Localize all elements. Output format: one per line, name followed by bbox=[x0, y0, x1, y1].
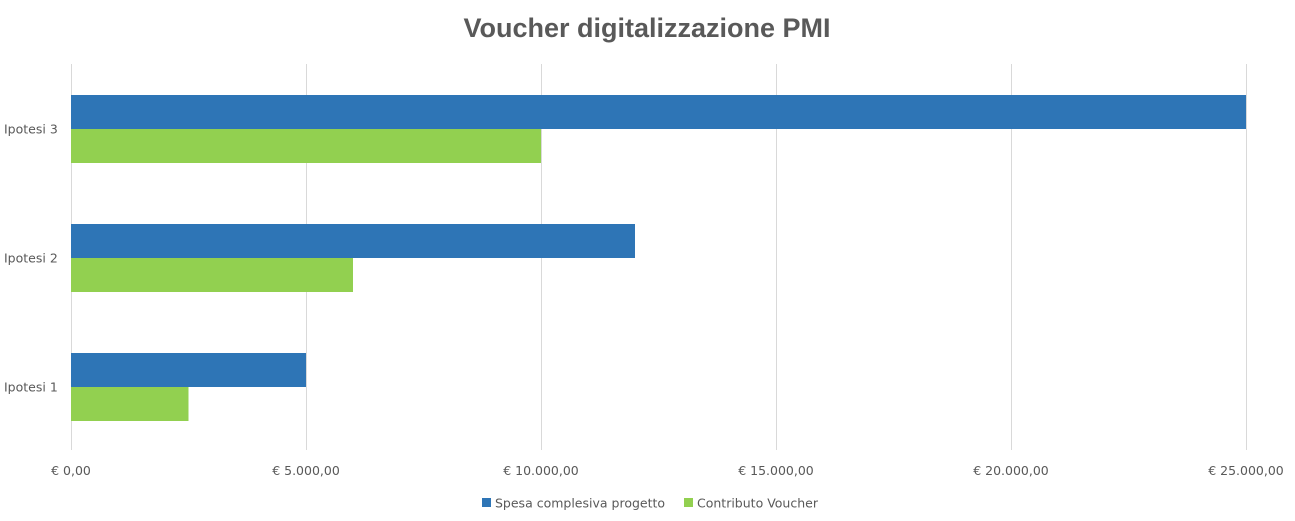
x-tick-label-0: € 0,00 bbox=[51, 463, 91, 478]
x-tick-label-3: € 15.000,00 bbox=[738, 463, 814, 478]
bar-contributo-1 bbox=[71, 387, 189, 421]
x-tick-label-2: € 10.000,00 bbox=[503, 463, 579, 478]
category-label-2: Ipotesi 2 bbox=[4, 251, 58, 266]
bars bbox=[71, 95, 1246, 421]
bar-spesa-2 bbox=[71, 224, 635, 258]
x-tick-label-1: € 5.000,00 bbox=[272, 463, 340, 478]
legend-label-contributo: Contributo Voucher bbox=[697, 496, 819, 511]
category-labels: Ipotesi 1 Ipotesi 2 Ipotesi 3 bbox=[4, 122, 58, 395]
category-label-1: Ipotesi 1 bbox=[4, 380, 58, 395]
x-tick-label-5: € 25.000,00 bbox=[1208, 463, 1284, 478]
bar-contributo-2 bbox=[71, 258, 353, 292]
bar-spesa-1 bbox=[71, 353, 306, 387]
category-label-3: Ipotesi 3 bbox=[4, 122, 58, 137]
legend-swatch-contributo bbox=[684, 498, 693, 507]
bar-spesa-3 bbox=[71, 95, 1246, 129]
bar-contributo-3 bbox=[71, 129, 541, 163]
legend-swatch-spesa bbox=[482, 498, 491, 507]
legend-label-spesa: Spesa complesiva progetto bbox=[495, 496, 665, 511]
chart-title: Voucher digitalizzazione PMI bbox=[463, 13, 830, 43]
legend: Spesa complesiva progetto Contributo Vouc… bbox=[482, 496, 819, 511]
x-tick-label-4: € 20.000,00 bbox=[973, 463, 1049, 478]
x-axis-tick-labels: € 0,00 € 5.000,00 € 10.000,00 € 15.000,00 € … bbox=[51, 463, 1284, 478]
